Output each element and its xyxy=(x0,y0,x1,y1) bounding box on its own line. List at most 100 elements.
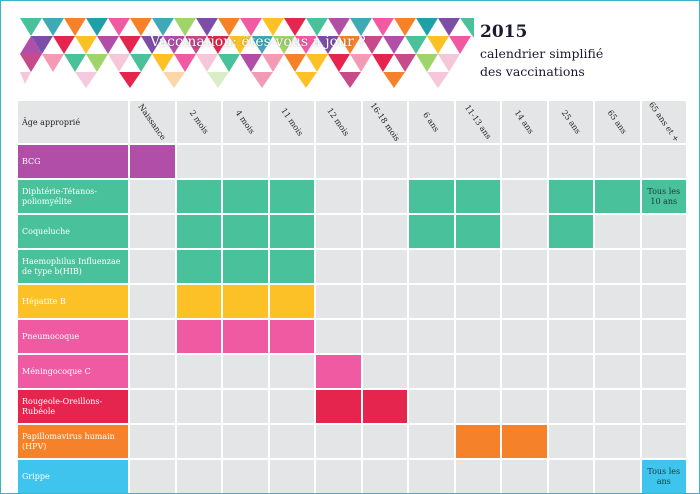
schedule-cell xyxy=(269,425,314,458)
vaccine-label: BCG xyxy=(18,145,128,178)
schedule-cell: Tous les ans xyxy=(641,460,686,493)
schedule-cell xyxy=(362,285,407,318)
schedule-cell xyxy=(130,425,175,458)
schedule-cell-filled xyxy=(595,180,640,213)
schedule-cell xyxy=(130,250,175,283)
age-column-label: 16-18 mois xyxy=(368,101,402,143)
schedule-cell xyxy=(548,425,593,458)
schedule-cell-filled xyxy=(548,215,593,248)
schedule-cell xyxy=(176,355,221,388)
schedule-cell xyxy=(223,425,268,458)
schedule-cell xyxy=(409,425,454,458)
schedule-cell xyxy=(362,460,407,493)
schedule-cell xyxy=(130,320,175,353)
grippe-annual-note: Tous les ans xyxy=(647,466,681,486)
schedule-cell xyxy=(176,145,221,178)
schedule-cell xyxy=(223,355,268,388)
schedule-cell xyxy=(362,425,407,458)
schedule-cell xyxy=(502,390,547,423)
schedule-cell xyxy=(595,285,640,318)
schedule-cell xyxy=(362,250,407,283)
schedule-cell-filled xyxy=(269,180,314,213)
schedule-cell-filled xyxy=(269,285,314,318)
age-column-label: 65 ans et + xyxy=(646,100,681,144)
schedule-cell xyxy=(548,390,593,423)
age-column-label: 4 mois xyxy=(233,108,257,136)
vaccine-label: Hépatite B xyxy=(18,285,128,318)
schedule-cell-filled xyxy=(409,215,454,248)
schedule-cell xyxy=(269,145,314,178)
vaccine-label: Papillomavirus humain (HPV) xyxy=(18,425,128,458)
schedule-cell xyxy=(595,390,640,423)
vaccine-label: Coqueluche xyxy=(18,215,128,248)
schedule-cell xyxy=(548,145,593,178)
age-column-label: 25 ans xyxy=(559,108,583,136)
schedule-cell xyxy=(316,250,361,283)
schedule-cell-filled xyxy=(176,285,221,318)
schedule-cell xyxy=(409,285,454,318)
schedule-cell xyxy=(409,460,454,493)
schedule-cell-filled xyxy=(455,180,500,213)
schedule-cell xyxy=(176,425,221,458)
schedule-cell xyxy=(641,320,686,353)
schedule-cell xyxy=(316,215,361,248)
schedule-cell xyxy=(548,285,593,318)
vaccine-label: Grippe xyxy=(18,460,128,493)
schedule-cell xyxy=(316,180,361,213)
age-column-label: Naissance xyxy=(136,102,168,142)
schedule-cell xyxy=(502,320,547,353)
schedule-cell xyxy=(409,355,454,388)
schedule-cell-filled xyxy=(502,425,547,458)
schedule-cell xyxy=(455,285,500,318)
calendar-subtitle-line2: des vaccinations xyxy=(480,64,585,79)
schedule-cell xyxy=(595,250,640,283)
schedule-cell xyxy=(595,355,640,388)
schedule-cell-filled xyxy=(362,390,407,423)
schedule-cell xyxy=(455,320,500,353)
schedule-cell xyxy=(409,250,454,283)
schedule-cell xyxy=(362,145,407,178)
schedule-cell xyxy=(641,285,686,318)
schedule-cell xyxy=(362,215,407,248)
age-column-header: 65 ans et + xyxy=(641,100,686,144)
age-column-label: 6 ans xyxy=(421,110,442,134)
vaccine-label: Haemophilus Influenzae de type b(HIB) xyxy=(18,250,128,283)
vaccine-label: Méningocoque C xyxy=(18,355,128,388)
schedule-cell xyxy=(502,250,547,283)
schedule-cell xyxy=(502,285,547,318)
schedule-cell xyxy=(409,320,454,353)
age-column-label: 12 mois xyxy=(325,106,352,138)
schedule-cell xyxy=(223,145,268,178)
age-column-label: 11-13 ans xyxy=(462,103,493,141)
age-column-label: 65 ans xyxy=(605,108,629,136)
schedule-cell xyxy=(362,180,407,213)
schedule-cell-filled xyxy=(548,180,593,213)
banner: Vaccination: êtes-vous à jour ? xyxy=(20,18,474,100)
schedule-cell xyxy=(548,250,593,283)
age-column-header: 14 ans xyxy=(502,101,547,143)
schedule-cell xyxy=(130,285,175,318)
schedule-cell xyxy=(641,250,686,283)
age-column-header: 12 mois xyxy=(316,101,361,143)
calendar-subtitle-line1: calendrier simplifié xyxy=(480,46,604,61)
schedule-cell xyxy=(595,460,640,493)
banner-title: Vaccination: êtes-vous à jour ? xyxy=(150,34,366,50)
schedule-cell xyxy=(641,145,686,178)
schedule-cell xyxy=(223,390,268,423)
schedule-cell xyxy=(223,460,268,493)
schedule-cell-filled xyxy=(455,215,500,248)
schedule-cell xyxy=(502,180,547,213)
schedule-cell xyxy=(362,355,407,388)
schedule-cell xyxy=(409,145,454,178)
schedule-cell xyxy=(269,355,314,388)
schedule-cell xyxy=(176,390,221,423)
age-column-label: 14 ans xyxy=(512,108,536,136)
schedule-cell xyxy=(548,355,593,388)
dtp-booster-note: Tous les 10 ans xyxy=(647,186,681,206)
schedule-cell xyxy=(316,320,361,353)
schedule-cell-filled xyxy=(409,180,454,213)
vaccination-schedule-table: Âge approprié Naissance 2 mois 4 mois 11 moi… xyxy=(18,100,686,493)
schedule-cell-filled xyxy=(316,355,361,388)
schedule-cell xyxy=(362,320,407,353)
schedule-cell xyxy=(595,425,640,458)
